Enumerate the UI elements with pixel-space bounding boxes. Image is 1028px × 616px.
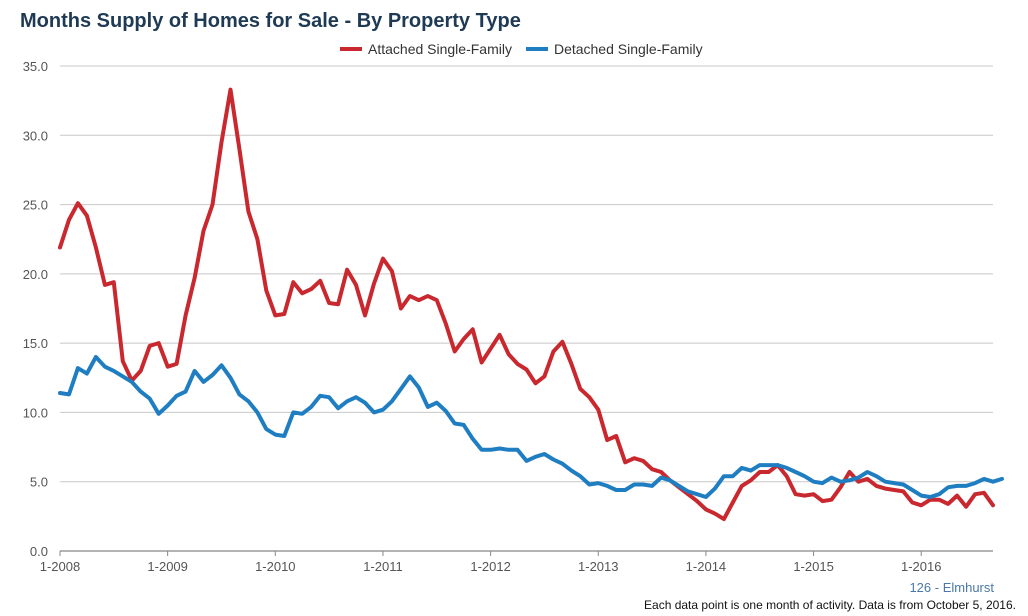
y-tick-label: 0.0 [30,544,48,559]
y-tick-label: 20.0 [23,267,48,282]
x-tick-label: 1-2012 [470,559,510,574]
y-tick-label: 30.0 [23,128,48,143]
chart-legend: Attached Single-Family Detached Single-F… [340,41,717,57]
gridlines [60,65,993,552]
y-tick-label: 35.0 [23,59,48,74]
data-note: Each data point is one month of activity… [644,598,1016,612]
legend-item-attached[interactable]: Attached Single-Family [340,41,512,57]
legend-swatch-attached [340,47,362,51]
y-tick-label: 10.0 [23,405,48,420]
y-tick-label: 15.0 [23,336,48,351]
x-tick-label: 1-2010 [255,559,295,574]
x-tick-label: 1-2013 [578,559,618,574]
y-tick-label: 25.0 [23,198,48,213]
x-tick-label: 1-2009 [147,559,187,574]
x-tick-label: 1-2015 [793,559,833,574]
x-tick-label: 1-2011 [363,559,403,574]
x-tick-label: 1-2008 [40,559,80,574]
legend-item-detached[interactable]: Detached Single-Family [525,41,703,57]
chart-title: Months Supply of Homes for Sale - By Pro… [20,10,521,32]
series-lines [58,87,1004,522]
y-axis-ticks: 0.0 5.0 10.0 15.0 20.0 25.0 30.0 35.0 [23,59,48,559]
legend-label-attached: Attached Single-Family [368,41,512,57]
series-line-attached[interactable] [58,87,995,522]
legend-swatch-detached [525,47,548,51]
x-tick-label: 1-2016 [901,559,941,574]
x-tick-label: 1-2014 [686,559,726,574]
legend-label-detached: Detached Single-Family [553,41,703,57]
x-axis-ticks: 1-2008 1-2009 1-2010 1-2011 1-2012 1-2013 1-20… [40,551,941,574]
y-tick-label: 5.0 [30,475,48,490]
series-line-detached[interactable] [58,355,1004,499]
region-label: 126 - Elmhurst [909,580,994,595]
